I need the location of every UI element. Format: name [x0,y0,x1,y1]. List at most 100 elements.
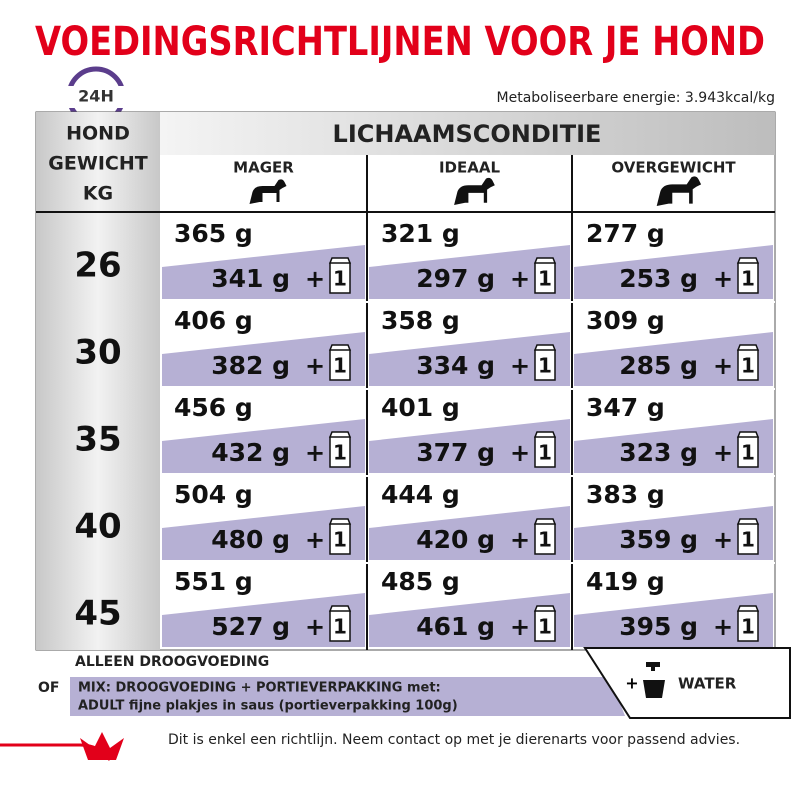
column-header: IDEAAL [439,159,500,177]
weight-header: HOND [66,123,130,145]
dry-amount: 419 g [586,567,665,596]
pouch-icon [736,257,760,294]
weight: 30 [74,333,121,373]
plus: + [305,265,325,293]
mix-amount: 382 g [211,351,290,380]
mix-band [162,245,365,299]
mix-amount: 395 g [619,612,698,641]
dry-amount: 321 g [381,219,460,248]
title: VOEDINGSRICHTLIJNEN VOOR JE HOND [35,19,765,65]
pouch-icon [736,605,760,642]
plus: + [510,439,530,467]
plus: + [305,439,325,467]
mix-band [574,593,773,647]
plus: + [510,526,530,554]
plus: + [305,526,325,554]
pouch-icon [736,431,760,468]
pouch-count: 1 [741,528,755,552]
mix-band [162,593,365,647]
weight-header: KG [83,183,113,205]
mix-line2: ADULT fijne plakjes in saus (portieverpa… [78,699,458,714]
weight: 40 [74,507,121,547]
pouch-count: 1 [538,615,552,639]
dry-amount: 277 g [586,219,665,248]
mix-amount: 323 g [619,438,698,467]
dry-amount: 444 g [381,480,460,509]
clock-band [62,86,128,108]
condition-band [160,112,775,155]
mix-band [369,506,570,560]
column-header: MAGER [233,159,294,177]
dry-amount: 383 g [586,480,665,509]
mix-band [369,245,570,299]
pouch-count: 1 [333,354,347,378]
mix-band [162,506,365,560]
dog-icon [249,179,287,204]
mix-band [574,506,773,560]
mix-amount: 359 g [619,525,698,554]
mix-amount: 253 g [619,264,698,293]
water-icon [643,662,665,698]
pouch-icon [533,518,557,555]
clock-label: 24H [78,87,114,106]
mix-band [574,332,773,386]
mix-amount: 480 g [211,525,290,554]
pouch-count: 1 [741,267,755,291]
dry-amount: 401 g [381,393,460,422]
mix-amount: 377 g [416,438,495,467]
pouch-icon [533,344,557,381]
weight: 35 [74,420,121,460]
mix-amount: 461 g [416,612,495,641]
dry-amount: 504 g [174,480,253,509]
mix-band [574,419,773,473]
mix-amount: 341 g [211,264,290,293]
plus: + [713,613,733,641]
mix-band [162,419,365,473]
plus: + [510,352,530,380]
dry-amount: 365 g [174,219,253,248]
plus: + [510,613,530,641]
pouch-icon [328,257,352,294]
dry-amount: 309 g [586,306,665,335]
dry-amount: 551 g [174,567,253,596]
weight: 45 [74,594,121,634]
plus: + [713,265,733,293]
mix-amount: 285 g [619,351,698,380]
dog-icon [454,177,495,205]
pouch-icon [533,605,557,642]
mix-amount: 527 g [211,612,290,641]
pouch-count: 1 [741,354,755,378]
dry-amount: 358 g [381,306,460,335]
pouch-count: 1 [333,528,347,552]
pouch-count: 1 [333,615,347,639]
pouch-icon [736,518,760,555]
weight: 26 [74,246,121,286]
pouch-icon [328,518,352,555]
mix-band [369,419,570,473]
plus: + [713,439,733,467]
mix-band [369,332,570,386]
dog-icon [656,176,702,206]
plus: + [510,265,530,293]
footer: Dit is enkel een richtlijn. Neem contact… [168,732,740,748]
pouch-count: 1 [538,441,552,465]
pouch-count: 1 [538,354,552,378]
mix-box [70,677,625,716]
pouch-count: 1 [538,267,552,291]
pouch-icon [533,257,557,294]
dry-amount: 485 g [381,567,460,596]
mix-band [369,593,570,647]
pouch-count: 1 [538,528,552,552]
pouch-icon [328,431,352,468]
pouch-icon [533,431,557,468]
mix-amount: 420 g [416,525,495,554]
plus: + [713,526,733,554]
water-plus: + [625,674,638,693]
pouch-icon [736,344,760,381]
dry-amount: 456 g [174,393,253,422]
dry-only: ALLEEN DROOGVOEDING [75,654,269,670]
plus: + [305,613,325,641]
pouch-icon [328,344,352,381]
water-box [583,647,791,719]
